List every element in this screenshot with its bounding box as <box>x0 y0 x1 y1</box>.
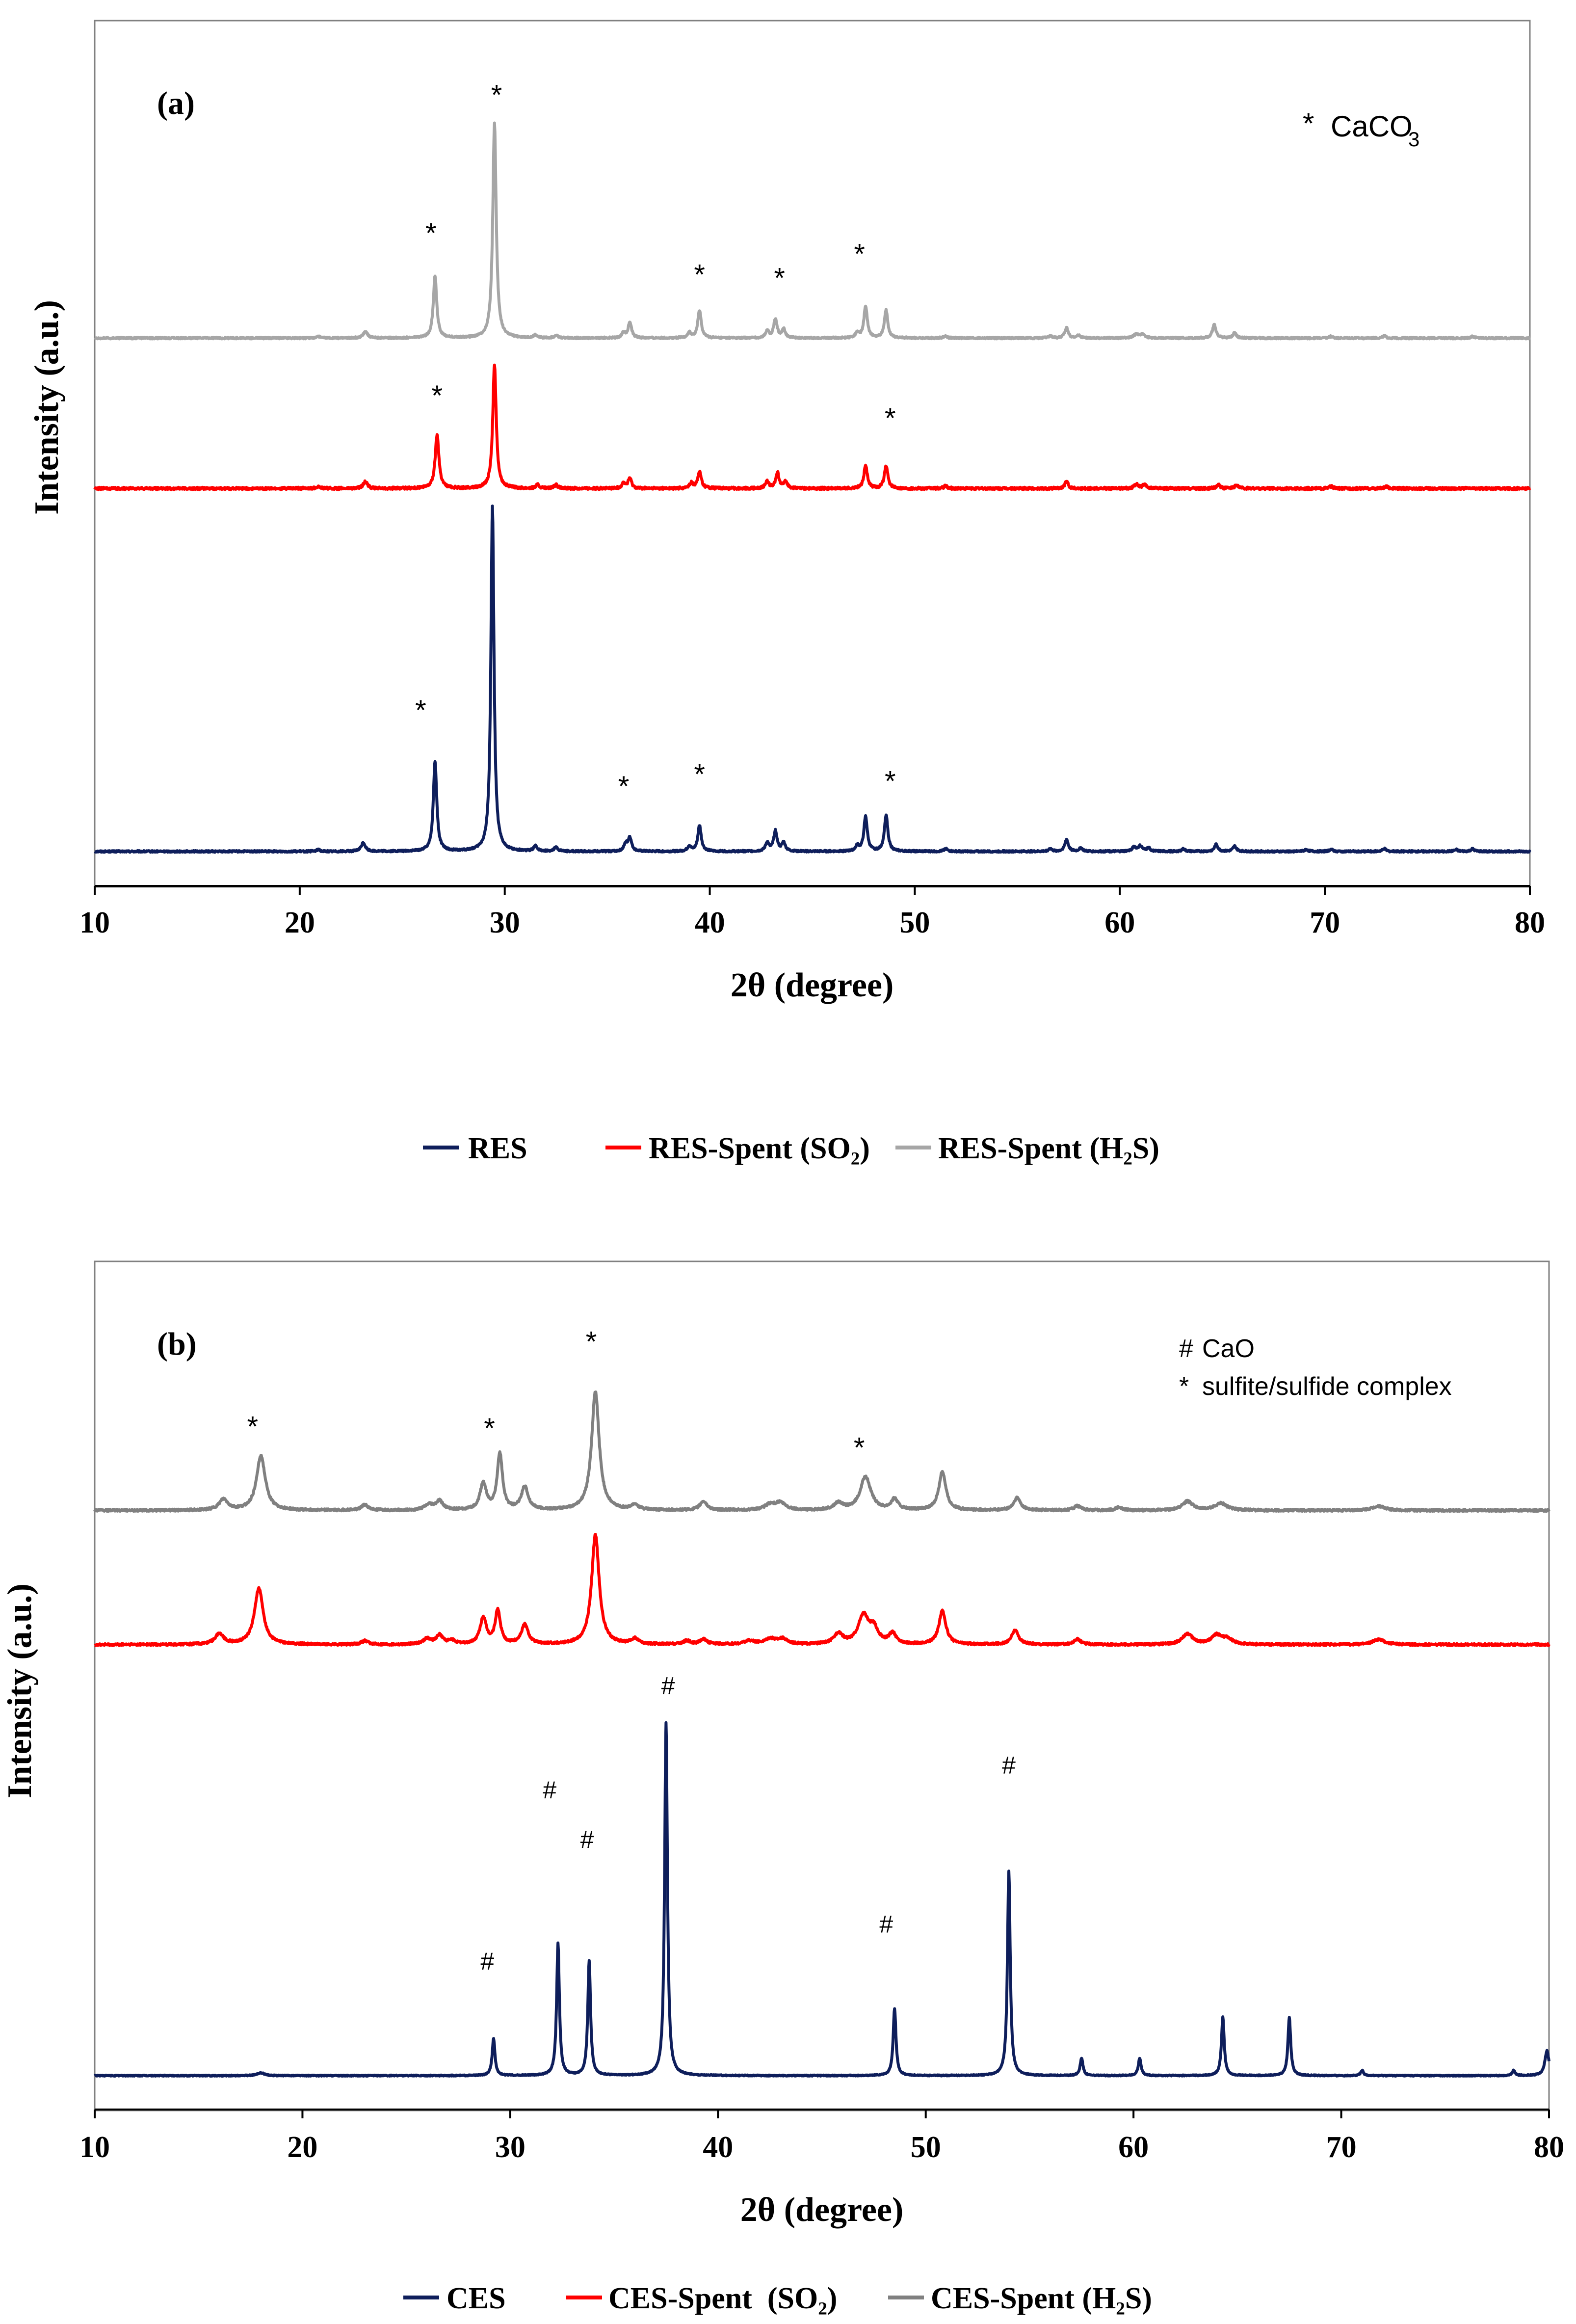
legend-label-res: RES <box>468 1132 527 1165</box>
peak-label-res-1: * <box>618 771 630 802</box>
panel-a-y-axis-label: Intensity (a.u.) <box>28 300 66 515</box>
panel-a-chart: * * * * * * * * * * * 10 20 30 40 50 60 70 80 (a) * CaCO … <box>28 20 1545 1165</box>
panel-b-x-tick-label-80: 80 <box>1534 2131 1564 2164</box>
panel-a-x-tick-label-60: 60 <box>1104 906 1135 939</box>
series-line-res-spent-h2s <box>93 121 1531 341</box>
legend-label-ces: CES <box>447 2282 506 2315</box>
series-line-ces-spent-so2 <box>93 1533 1550 1647</box>
legend-item-res-spent-so2: RES-Spent (SO₂) <box>605 1132 870 1165</box>
panel-b-legend: CES CES-Spent (SO₂) CES-Spent (H₂S) <box>403 2282 1152 2315</box>
panel-b-x-ticks: 10 20 30 40 50 60 70 80 <box>79 2110 1564 2164</box>
panel-b-annotation-line1-text: CaO <box>1202 1335 1255 1363</box>
legend-item-res-spent-h2s: RES-Spent (H₂S) <box>895 1132 1159 1165</box>
peak-label-res-spent-h2s-3: * <box>774 263 785 294</box>
panel-b-x-tick-label-50: 50 <box>911 2131 941 2164</box>
legend-label-res-spent-so2: RES-Spent (SO₂) <box>649 1132 870 1165</box>
series-line-res <box>93 504 1531 854</box>
legend-item-ces: CES <box>403 2282 506 2315</box>
panel-a-x-tick-label-50: 50 <box>899 906 930 939</box>
panel-b-annotation: # CaO * sulfite/sulfide complex <box>1179 1335 1452 1401</box>
panel-b-label: (b) <box>157 1326 197 1362</box>
panel-b-x-tick-label-10: 10 <box>79 2131 110 2164</box>
peak-label-ces-0: # <box>480 1948 494 1975</box>
panel-a-label: (a) <box>157 85 195 121</box>
panel-a-x-tick-label-20: 20 <box>285 906 315 939</box>
series-line-ces <box>93 1721 1550 2078</box>
legend-item-ces-spent-h2s: CES-Spent (H₂S) <box>888 2282 1152 2315</box>
series-line-ces-spent-h2s <box>93 1390 1550 1513</box>
panel-a-annotation-subscript: 3 <box>1408 128 1419 151</box>
peak-label-res-3: * <box>885 766 896 798</box>
panel-a-x-tick-label-10: 10 <box>79 906 110 939</box>
panel-a-peak-labels: * * * * * * * * * * * <box>415 79 895 802</box>
panel-a-x-tick-label-40: 40 <box>695 906 725 939</box>
peak-label-ces-2: # <box>580 1826 594 1853</box>
panel-a-x-tick-label-80: 80 <box>1515 906 1545 939</box>
panel-a-series-group <box>93 121 1531 854</box>
panel-b-peak-labels: # # # # # # * * * * <box>247 1326 1016 1976</box>
peak-label-ces-3: # <box>661 1672 675 1700</box>
peak-label-res-spent-so2-1: * <box>885 402 896 434</box>
legend-label-res-spent-h2s: RES-Spent (H₂S) <box>938 1132 1159 1165</box>
panel-a-legend: RES RES-Spent (SO₂) RES-Spent (H₂S) <box>423 1132 1159 1165</box>
peak-label-res-spent-so2-0: * <box>432 380 443 412</box>
panel-a-x-tick-label-30: 30 <box>490 906 520 939</box>
peak-label-ces-4: # <box>879 1911 893 1938</box>
legend-label-ces-spent-so2: CES-Spent (SO₂) <box>608 2282 837 2315</box>
peak-label-res-2: * <box>694 758 705 790</box>
panel-a-x-ticks: 10 20 30 40 50 60 70 80 <box>79 886 1545 939</box>
peak-label-res-spent-h2s-1: * <box>491 79 502 111</box>
legend-label-ces-spent-h2s: CES-Spent (H₂S) <box>931 2282 1152 2315</box>
panel-b-x-axis-label: 2θ (degree) <box>740 2191 904 2229</box>
panel-a-x-axis-label: 2θ (degree) <box>731 966 894 1004</box>
panel-b-annotation-line1-symbol: # <box>1179 1335 1193 1363</box>
panel-b-x-tick-label-20: 20 <box>287 2131 317 2164</box>
peak-label-ces-1: # <box>543 1776 556 1804</box>
panel-a-annotation-symbol: * <box>1303 107 1314 140</box>
peak-label-ces-spent-h2s-3: * <box>854 1432 865 1464</box>
peak-label-res-spent-h2s-0: * <box>425 217 437 249</box>
panel-b-x-tick-label-30: 30 <box>495 2131 525 2164</box>
peak-label-ces-spent-h2s-2: * <box>586 1326 597 1358</box>
panel-b-x-tick-label-70: 70 <box>1326 2131 1357 2164</box>
panel-b-chart: # # # # # # * * * * 10 20 30 40 50 60 70 80 (b) # CaO * … <box>1 1260 1564 2315</box>
panel-b-x-tick-label-60: 60 <box>1118 2131 1149 2164</box>
panel-b-x-tick-label-40: 40 <box>703 2131 733 2164</box>
panel-a-annotation: * CaCO 3 <box>1303 107 1419 151</box>
legend-item-res: RES <box>423 1132 527 1165</box>
panel-a-annotation-text: CaCO <box>1331 110 1413 143</box>
peak-label-ces-spent-h2s-1: * <box>484 1413 495 1444</box>
peak-label-res-0: * <box>415 695 426 726</box>
panel-b-y-axis-label: Intensity (a.u.) <box>1 1583 39 1798</box>
panel-b-annotation-line2-text: sulfite/sulfide complex <box>1202 1372 1452 1401</box>
peak-label-ces-5: # <box>1002 1752 1016 1779</box>
panel-b-annotation-line2-symbol: * <box>1179 1372 1189 1401</box>
legend-item-ces-spent-so2: CES-Spent (SO₂) <box>566 2282 837 2315</box>
peak-label-res-spent-h2s-2: * <box>694 259 705 291</box>
peak-label-res-spent-h2s-4: * <box>854 238 865 270</box>
panel-b-series-group <box>93 1390 1550 2078</box>
peak-label-ces-spent-h2s-0: * <box>247 1411 259 1442</box>
panel-a-x-tick-label-70: 70 <box>1310 906 1340 939</box>
series-line-res-spent-so2 <box>93 363 1531 491</box>
